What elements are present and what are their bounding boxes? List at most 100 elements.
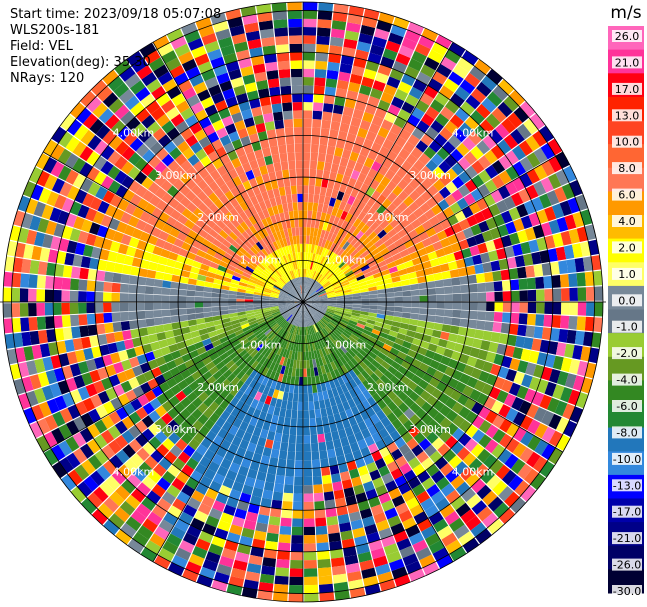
ppi-gate (270, 291, 280, 296)
ppi-gate (576, 272, 586, 287)
ppi-gate (458, 218, 471, 231)
ppi-gate (240, 403, 250, 414)
ppi-gate (235, 428, 246, 439)
ppi-gate (238, 361, 248, 371)
ppi-gate (104, 271, 114, 282)
ppi-gate (203, 124, 216, 136)
ppi-gate (421, 113, 435, 127)
ppi-gate (476, 484, 492, 500)
ppi-gate (584, 224, 597, 241)
ppi-gate (388, 266, 398, 274)
ppi-gate (242, 162, 252, 173)
ppi-gate (346, 324, 355, 331)
ppi-gate (308, 307, 316, 314)
ppi-gate (291, 270, 296, 279)
ppi-gate (279, 356, 285, 366)
ppi-gate (418, 314, 428, 322)
ppi-gate (181, 464, 195, 477)
ppi-gate (485, 410, 498, 424)
ppi-gate (432, 166, 445, 179)
ppi-gate (204, 281, 214, 288)
ppi-gate (312, 359, 317, 368)
ppi-gate (163, 241, 174, 252)
ppi-gate (280, 289, 289, 295)
ppi-gate (83, 475, 99, 492)
ppi-gate (404, 260, 414, 269)
ppi-gate (282, 501, 293, 510)
ppi-gate (418, 438, 432, 451)
ppi-gate (115, 406, 129, 420)
ppi-gate (341, 265, 351, 273)
ppi-gate (241, 231, 251, 241)
ppi-gate (299, 285, 302, 294)
ppi-gate (292, 252, 297, 262)
ppi-gate (333, 489, 345, 500)
ppi-gate (94, 291, 104, 302)
ppi-gate (347, 195, 356, 206)
ppi-gate (412, 79, 428, 93)
ppi-gate (203, 396, 214, 408)
ppi-gate (249, 260, 258, 268)
ppi-gate (406, 438, 419, 450)
ppi-gate (540, 222, 553, 237)
ppi-gate (407, 21, 424, 36)
ppi-gate (383, 543, 399, 556)
ppi-gate (457, 157, 471, 171)
ppi-gate (548, 413, 562, 430)
ppi-gate (425, 227, 437, 238)
ppi-gate (184, 219, 195, 230)
ppi-gate (263, 312, 272, 317)
ppi-gate (262, 421, 271, 431)
ppi-gate (238, 465, 249, 477)
ppi-gate (146, 121, 161, 135)
ppi-gate (569, 180, 583, 197)
ppi-gate (303, 335, 306, 344)
ppi-gate (319, 298, 328, 301)
ppi-gate (48, 342, 59, 356)
ppi-gate (316, 211, 322, 221)
ppi-gate (303, 351, 307, 361)
ppi-gate (410, 289, 420, 296)
ppi-gate (427, 49, 444, 64)
ppi-gate (246, 406, 256, 417)
ppi-gate (143, 223, 155, 235)
ppi-gate (293, 493, 303, 502)
ppi-gate (229, 25, 245, 37)
ppi-gate (296, 318, 300, 327)
colorbar-tick-label: 1.0 (618, 268, 636, 281)
ppi-gate (308, 401, 315, 411)
ppi-gate (326, 516, 339, 526)
ppi-gate (268, 137, 278, 148)
ppi-gate (320, 408, 328, 418)
ppi-gate (508, 268, 519, 280)
ppi-gate (390, 123, 403, 136)
ppi-gate (383, 370, 394, 380)
ppi-gate (374, 420, 385, 432)
ppi-gate (72, 432, 87, 448)
ppi-gate (286, 375, 292, 385)
ppi-gate (324, 213, 331, 223)
ppi-gate (544, 302, 553, 315)
ppi-gate (121, 264, 132, 275)
ppi-gate (413, 432, 426, 444)
ppi-gate (357, 382, 367, 393)
ppi-gate (185, 402, 197, 414)
ppi-gate (284, 383, 290, 393)
ppi-gate (295, 277, 299, 287)
ppi-gate (203, 286, 213, 293)
ppi-gate (377, 293, 387, 298)
ppi-gate (150, 253, 161, 264)
ppi-gate (345, 351, 354, 361)
ppi-gate (375, 256, 385, 264)
ppi-gate (371, 160, 382, 172)
ppi-gate (465, 410, 478, 424)
ppi-gate (409, 504, 424, 517)
ppi-gate (364, 523, 378, 536)
ppi-gate (314, 77, 326, 87)
ppi-gate (386, 297, 395, 302)
ppi-gate (459, 373, 471, 385)
ppi-gate (230, 256, 240, 265)
ppi-gate (361, 298, 370, 302)
ppi-gate (490, 363, 502, 376)
ppi-gate (316, 542, 330, 552)
